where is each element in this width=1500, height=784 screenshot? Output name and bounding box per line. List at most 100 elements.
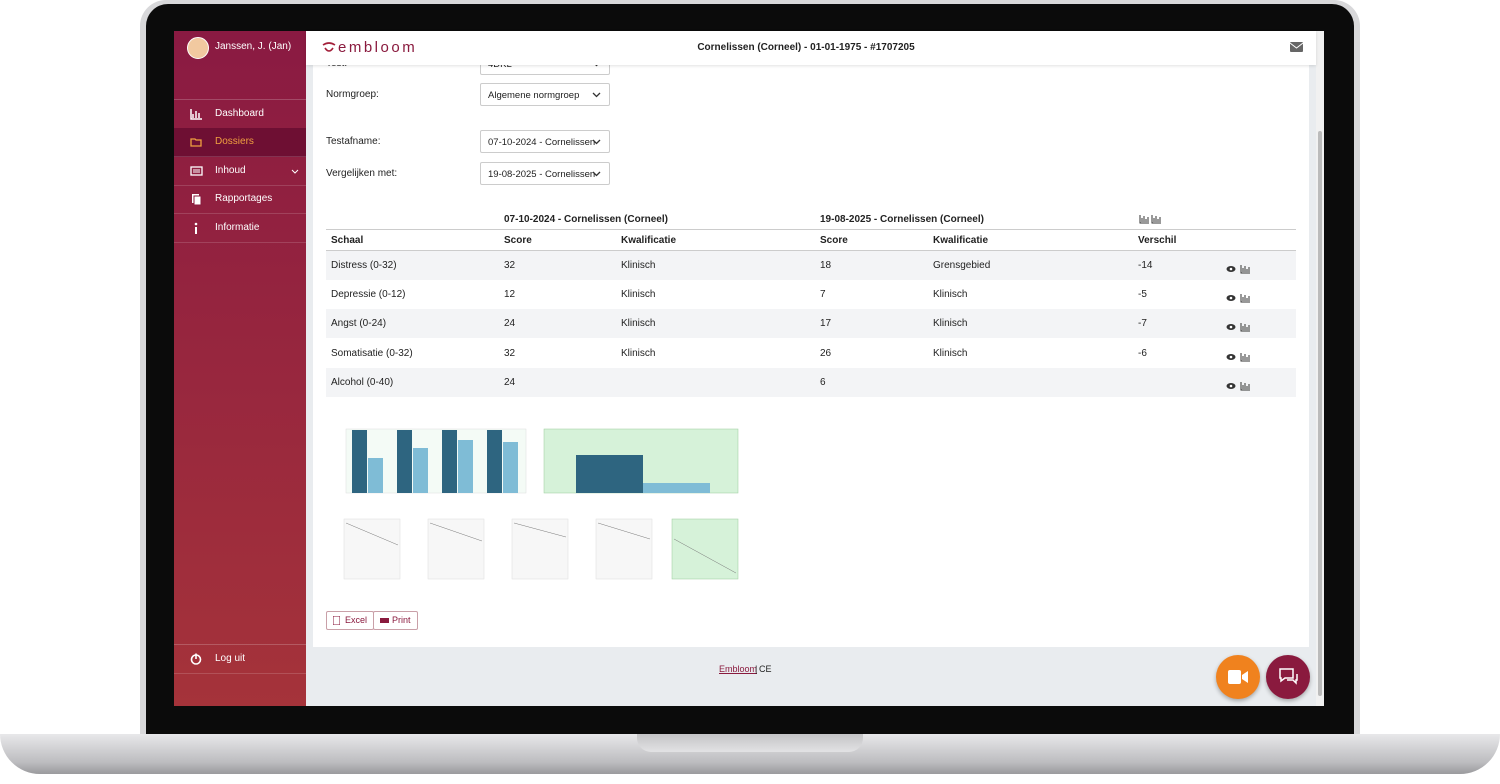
nav-item[interactable]: Rapportages <box>174 185 306 214</box>
nav-label[interactable]: Informatie <box>215 222 260 233</box>
column-header: Verschil <box>1138 235 1177 246</box>
column-header: Schaal <box>331 235 364 246</box>
excel-button[interactable]: Excel <box>326 611 375 630</box>
table-cell: Klinisch <box>621 289 656 301</box>
user-name[interactable]: Janssen, J. (Jan) <box>215 41 292 52</box>
row-icons[interactable] <box>1226 264 1252 274</box>
chat-button[interactable] <box>1266 655 1310 699</box>
select[interactable]: 07-10-2024 - Cornelissen <box>480 130 610 153</box>
select[interactable]: 19-08-2025 - Cornelissen <box>480 162 610 185</box>
table-cell: 24 <box>504 318 516 330</box>
nav-label[interactable]: Dashboard <box>215 108 264 119</box>
column-header: Score <box>504 235 532 246</box>
ce-mark: CE <box>759 664 772 674</box>
header: embloom Cornelissen (Corneel) - 01-01-19… <box>306 31 1316 65</box>
select-value[interactable]: Algemene normgroep <box>488 90 580 101</box>
logout-label[interactable]: Log uit <box>215 653 246 664</box>
table-cell: 6 <box>820 376 826 388</box>
form-label: Vergelijken met: <box>326 168 398 179</box>
column-header: Kwalificatie <box>621 235 677 246</box>
table-row <box>326 280 1296 310</box>
laptop-notch <box>637 734 863 752</box>
logo[interactable]: embloom <box>338 39 418 56</box>
table-cell: Klinisch <box>933 347 968 359</box>
table-cell: Depressie (0-12) <box>331 289 406 301</box>
table-cell: 26 <box>820 347 832 359</box>
row-icons[interactable] <box>1226 293 1252 303</box>
row-actions[interactable] <box>1226 290 1252 308</box>
table-cell: Klinisch <box>621 318 656 330</box>
table-cell: -14 <box>1138 260 1153 271</box>
logout-icon <box>190 653 202 665</box>
table-cell: Angst (0-24) <box>331 318 387 330</box>
group-header: 19-08-2025 - Cornelissen (Corneel) <box>820 214 984 225</box>
footer-link[interactable]: Embloom <box>719 664 758 674</box>
table-cell: Alcohol (0-40) <box>331 376 394 388</box>
table-cell: 17 <box>820 318 832 330</box>
chevron <box>592 139 601 145</box>
row-icons[interactable] <box>1226 352 1252 362</box>
row-actions[interactable] <box>1226 319 1252 337</box>
table-cell: 18 <box>820 260 832 271</box>
table-row <box>326 251 1296 280</box>
thumb-bar <box>345 428 527 494</box>
nav-icon <box>194 222 198 234</box>
excel-label[interactable]: Excel <box>345 615 368 625</box>
header-title: Cornelissen (Corneel) - 01-01-1975 - #17… <box>697 42 915 53</box>
print-label[interactable]: Print <box>392 615 411 625</box>
nav-label[interactable]: Rapportages <box>215 193 273 204</box>
table-cell: 12 <box>504 289 516 301</box>
nav-item[interactable]: Dossiers <box>174 128 306 157</box>
nav-item[interactable]: Informatie <box>174 214 306 243</box>
table-cell: 32 <box>504 347 516 359</box>
table-cell: Klinisch <box>933 318 968 330</box>
row-icons[interactable] <box>1226 322 1252 332</box>
nav-item[interactable]: Inhoud <box>174 157 306 186</box>
table-cell: 32 <box>504 260 516 271</box>
table-cell: Distress (0-32) <box>331 260 397 271</box>
table-cell: -7 <box>1138 318 1147 330</box>
table-cell: Klinisch <box>933 289 968 301</box>
nav-icon <box>190 109 202 120</box>
video-button[interactable] <box>1216 655 1260 699</box>
nav-item[interactable]: Dashboard <box>174 100 306 129</box>
row-actions[interactable] <box>1226 261 1252 279</box>
chart-thumbnails <box>343 428 739 580</box>
row-actions[interactable] <box>1226 349 1252 367</box>
table-cell: Klinisch <box>621 347 656 359</box>
row-actions[interactable] <box>1226 378 1252 396</box>
table-cell: -6 <box>1138 347 1147 359</box>
table-cell: Klinisch <box>621 260 656 271</box>
footer-separator: | <box>755 664 758 674</box>
table-row <box>326 367 1296 397</box>
table-cell: -5 <box>1138 289 1147 301</box>
row-icons[interactable] <box>1226 381 1252 391</box>
logo-icon <box>322 42 336 52</box>
select-value[interactable]: 07-10-2024 - Cornelissen <box>488 137 596 148</box>
form-label: Normgroep: <box>326 89 379 100</box>
select-value[interactable]: 19-08-2025 - Cornelissen <box>488 169 596 180</box>
column-header: Kwalificatie <box>933 235 989 246</box>
scrollbar <box>1316 31 1324 706</box>
chevron <box>592 171 601 177</box>
table-row <box>326 309 1296 339</box>
chevron <box>592 92 601 98</box>
chart-toggle-icons[interactable] <box>1139 214 1163 224</box>
table-rule <box>326 229 1296 230</box>
thumb-lines <box>343 518 739 580</box>
nav-icon <box>190 138 202 147</box>
nav-label[interactable]: Inhoud <box>215 165 246 176</box>
nav-icon <box>192 194 202 206</box>
chevron <box>291 169 299 174</box>
select[interactable]: Algemene normgroep <box>480 83 610 106</box>
mail-icon[interactable] <box>1290 42 1303 52</box>
group-header: 07-10-2024 - Cornelissen (Corneel) <box>504 214 668 225</box>
logout[interactable]: Log uit <box>174 644 306 674</box>
nav-label[interactable]: Dossiers <box>215 136 254 147</box>
print-button[interactable]: Print <box>373 611 418 630</box>
thumb-bar <box>543 428 739 494</box>
form-label: Testafname: <box>326 136 381 147</box>
column-header: Score <box>820 235 848 246</box>
table-cell: 7 <box>820 289 826 301</box>
